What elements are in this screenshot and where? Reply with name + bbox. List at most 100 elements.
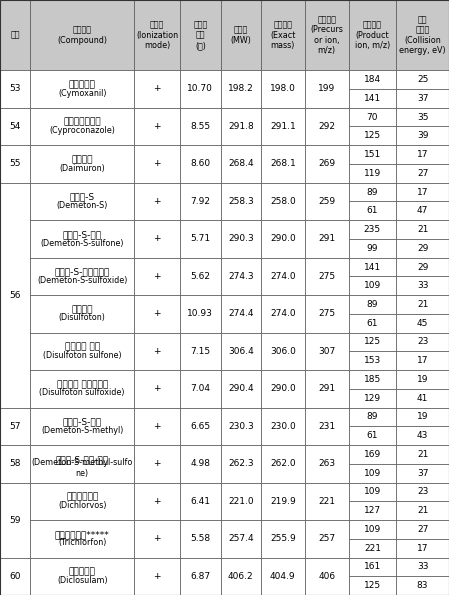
Text: 55: 55 bbox=[9, 159, 21, 168]
Text: 데메톤-S-메틸: 데메톤-S-메틸 bbox=[63, 418, 102, 427]
Bar bbox=[396, 426, 449, 445]
Text: 데메톤-S-설폭사이드: 데메톤-S-설폭사이드 bbox=[55, 268, 110, 277]
Text: 99: 99 bbox=[367, 244, 378, 253]
Bar bbox=[305, 520, 348, 558]
Bar bbox=[305, 333, 348, 370]
Bar bbox=[348, 239, 396, 258]
Text: 8.60: 8.60 bbox=[190, 159, 211, 168]
Text: 274.3: 274.3 bbox=[228, 272, 254, 281]
Bar bbox=[220, 333, 261, 370]
Bar bbox=[396, 220, 449, 239]
Text: 5.71: 5.71 bbox=[190, 234, 211, 243]
Bar bbox=[261, 520, 305, 558]
Bar bbox=[180, 108, 220, 145]
Bar bbox=[261, 295, 305, 333]
Bar bbox=[30, 258, 134, 295]
Bar bbox=[261, 258, 305, 295]
Text: 274.0: 274.0 bbox=[270, 272, 296, 281]
Text: 37: 37 bbox=[417, 469, 428, 478]
Text: 33: 33 bbox=[417, 281, 428, 290]
Bar bbox=[180, 520, 220, 558]
Bar bbox=[396, 501, 449, 520]
Text: 406.2: 406.2 bbox=[228, 572, 254, 581]
Bar bbox=[396, 483, 449, 501]
Text: 데메톤-S-설폰: 데메톤-S-설폰 bbox=[63, 230, 102, 239]
Text: 290.3: 290.3 bbox=[228, 234, 254, 243]
Text: +: + bbox=[154, 347, 161, 356]
Text: 10.70: 10.70 bbox=[187, 84, 213, 93]
Text: 5.62: 5.62 bbox=[190, 272, 211, 281]
Text: 184: 184 bbox=[364, 75, 381, 84]
Text: 21: 21 bbox=[417, 450, 428, 459]
Text: 306.4: 306.4 bbox=[228, 347, 254, 356]
Bar bbox=[396, 351, 449, 370]
Bar bbox=[0, 445, 30, 483]
Bar bbox=[30, 333, 134, 370]
Bar bbox=[348, 183, 396, 201]
Text: 125: 125 bbox=[364, 337, 381, 346]
Bar bbox=[220, 70, 261, 108]
Bar bbox=[180, 183, 220, 220]
Text: 57: 57 bbox=[9, 422, 21, 431]
Bar bbox=[180, 0, 220, 70]
Text: (Demeton-S): (Demeton-S) bbox=[57, 201, 108, 210]
Text: 89: 89 bbox=[367, 300, 378, 309]
Bar bbox=[30, 483, 134, 520]
Text: (Trichlorfon): (Trichlorfon) bbox=[58, 538, 106, 547]
Bar bbox=[348, 70, 396, 89]
Text: 25: 25 bbox=[417, 75, 428, 84]
Bar bbox=[220, 483, 261, 520]
Bar bbox=[348, 126, 396, 145]
Bar bbox=[348, 258, 396, 276]
Text: +: + bbox=[154, 422, 161, 431]
Text: +: + bbox=[154, 459, 161, 468]
Bar bbox=[261, 108, 305, 145]
Bar bbox=[396, 295, 449, 314]
Text: 258.3: 258.3 bbox=[228, 197, 254, 206]
Text: 7.15: 7.15 bbox=[190, 347, 211, 356]
Bar bbox=[180, 558, 220, 595]
Bar bbox=[261, 558, 305, 595]
Text: 291.1: 291.1 bbox=[270, 122, 296, 131]
Bar bbox=[134, 258, 180, 295]
Text: (Diclosulam): (Diclosulam) bbox=[57, 576, 108, 585]
Bar bbox=[396, 126, 449, 145]
Bar bbox=[180, 145, 220, 183]
Text: 58: 58 bbox=[9, 459, 21, 468]
Bar bbox=[396, 464, 449, 483]
Text: 89: 89 bbox=[367, 187, 378, 196]
Bar bbox=[348, 464, 396, 483]
Text: (Demeton-S-sulfone): (Demeton-S-sulfone) bbox=[40, 239, 124, 248]
Text: 263: 263 bbox=[318, 459, 335, 468]
Text: +: + bbox=[154, 234, 161, 243]
Text: 6.41: 6.41 bbox=[190, 497, 211, 506]
Bar bbox=[396, 239, 449, 258]
Bar bbox=[348, 108, 396, 126]
Bar bbox=[348, 295, 396, 314]
Bar bbox=[261, 408, 305, 445]
Text: 35: 35 bbox=[417, 112, 428, 121]
Text: 번호: 번호 bbox=[10, 30, 20, 40]
Bar bbox=[348, 220, 396, 239]
Text: 221.0: 221.0 bbox=[228, 497, 254, 506]
Bar bbox=[134, 333, 180, 370]
Text: +: + bbox=[154, 197, 161, 206]
Bar bbox=[220, 258, 261, 295]
Bar bbox=[220, 183, 261, 220]
Text: 169: 169 bbox=[364, 450, 381, 459]
Bar bbox=[396, 276, 449, 295]
Text: 머무름
시간
(분): 머무름 시간 (분) bbox=[193, 20, 207, 50]
Bar bbox=[348, 351, 396, 370]
Bar bbox=[134, 145, 180, 183]
Bar bbox=[30, 445, 134, 483]
Text: (Cymoxanil): (Cymoxanil) bbox=[58, 89, 106, 98]
Text: 데메톤-S-메틸-설폰: 데메톤-S-메틸-설폰 bbox=[56, 455, 109, 464]
Text: 199: 199 bbox=[318, 84, 335, 93]
Text: 33: 33 bbox=[417, 562, 428, 571]
Bar bbox=[396, 370, 449, 389]
Text: (Demeton-S-methyl-sulfo
ne): (Demeton-S-methyl-sulfo ne) bbox=[31, 458, 133, 478]
Bar bbox=[180, 370, 220, 408]
Bar bbox=[0, 483, 30, 558]
Text: 5.58: 5.58 bbox=[190, 534, 211, 543]
Text: 4.98: 4.98 bbox=[190, 459, 211, 468]
